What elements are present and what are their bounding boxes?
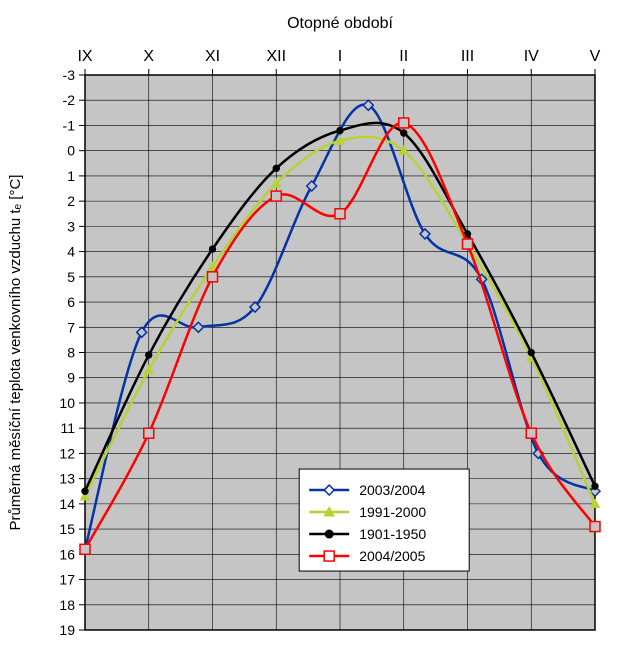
x-tick-label: II — [399, 48, 408, 65]
y-tick-label: 0 — [67, 143, 75, 159]
y-tick-label: 14 — [59, 496, 75, 512]
y-axis-label: Průměrná měsíční teplota venkovního vzdu… — [7, 175, 24, 531]
x-tick-label: III — [461, 48, 474, 65]
y-tick-label: 11 — [60, 420, 75, 436]
x-tick-label: V — [590, 48, 601, 65]
y-tick-label: 9 — [67, 370, 75, 386]
legend-label: 1901-1950 — [359, 526, 426, 542]
y-tick-label: -2 — [63, 92, 76, 108]
y-tick-label: 1 — [67, 168, 75, 184]
legend-label: 2003/2004 — [359, 482, 425, 498]
x-tick-label: X — [143, 48, 154, 65]
x-tick-label: IX — [77, 48, 92, 65]
y-tick-label: 12 — [59, 445, 75, 461]
x-tick-label: I — [338, 48, 342, 65]
legend-label: 1991-2000 — [359, 504, 426, 520]
legend-label: 2004/2005 — [359, 548, 425, 564]
temperature-chart: IXXXIXIIIIIIIIIVV-3-2-101234567891011121… — [0, 0, 634, 666]
y-tick-label: 3 — [67, 218, 75, 234]
x-tick-label: XII — [266, 48, 286, 65]
y-tick-label: 13 — [59, 471, 75, 487]
y-tick-label: 17 — [59, 572, 75, 588]
y-tick-label: 4 — [67, 244, 75, 260]
y-tick-label: 16 — [59, 546, 75, 562]
y-tick-label: 18 — [59, 597, 75, 613]
x-tick-label: IV — [524, 48, 539, 65]
y-tick-label: -1 — [63, 117, 76, 133]
y-tick-label: 8 — [67, 345, 75, 361]
x-tick-label: XI — [205, 48, 220, 65]
y-tick-label: 19 — [59, 622, 75, 638]
y-tick-label: 6 — [67, 294, 75, 310]
y-tick-label: 10 — [59, 395, 75, 411]
y-tick-label: 2 — [67, 193, 75, 209]
y-tick-label: 7 — [67, 319, 75, 335]
y-tick-label: -3 — [63, 67, 76, 83]
legend: 2003/2004 1991-2000 1901-1950 2004/2005 — [299, 469, 469, 571]
y-tick-label: 15 — [59, 521, 75, 537]
chart-title: Otopné období — [287, 15, 393, 32]
y-tick-label: 5 — [67, 269, 75, 285]
